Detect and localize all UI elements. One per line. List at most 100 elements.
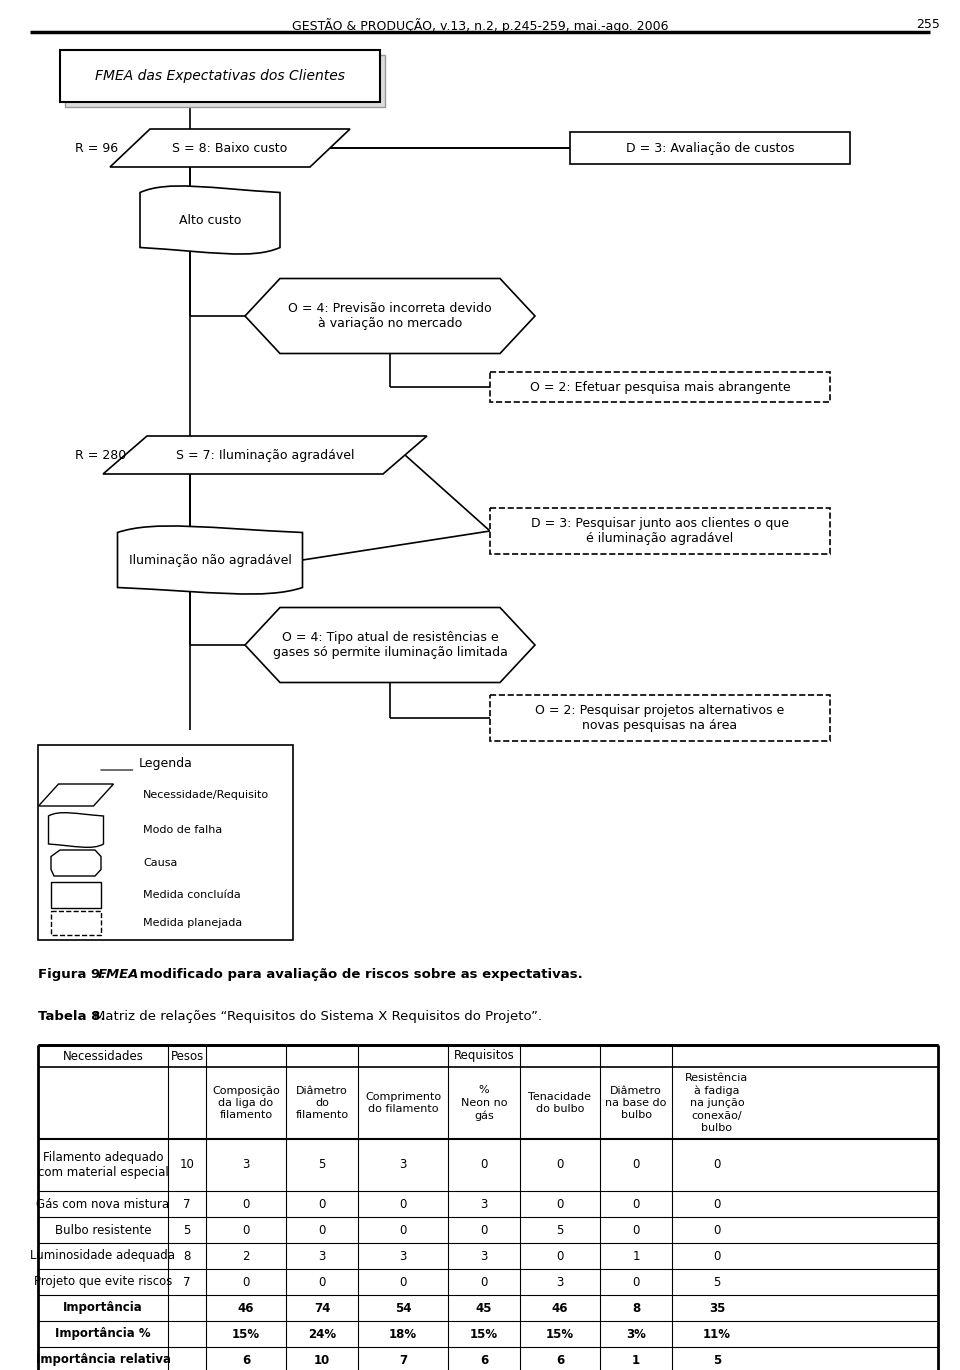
Text: 10: 10 xyxy=(180,1159,195,1171)
Text: 18%: 18% xyxy=(389,1328,417,1340)
Text: O = 4: Tipo atual de resistências e
gases só permite iluminação limitada: O = 4: Tipo atual de resistências e gase… xyxy=(273,632,508,659)
Text: 5: 5 xyxy=(319,1159,325,1171)
FancyBboxPatch shape xyxy=(490,373,830,401)
Text: 0: 0 xyxy=(713,1159,721,1171)
Text: Composição
da liga do
filamento: Composição da liga do filamento xyxy=(212,1085,280,1121)
Text: 35: 35 xyxy=(708,1302,725,1314)
Text: 3: 3 xyxy=(319,1249,325,1263)
Text: GESTÃO & PRODUÇÃO, v.13, n.2, p.245-259, mai.-ago. 2006: GESTÃO & PRODUÇÃO, v.13, n.2, p.245-259,… xyxy=(292,18,668,33)
Polygon shape xyxy=(38,784,113,806)
Text: Bulbo resistente: Bulbo resistente xyxy=(55,1223,152,1237)
Text: R = 96: R = 96 xyxy=(75,141,118,155)
Text: 0: 0 xyxy=(319,1223,325,1237)
Text: Luminosidade adequada: Luminosidade adequada xyxy=(31,1249,176,1263)
Text: Figura 9.: Figura 9. xyxy=(38,969,109,981)
Text: 15%: 15% xyxy=(232,1328,260,1340)
Polygon shape xyxy=(110,129,350,167)
Text: 6: 6 xyxy=(556,1354,564,1366)
Text: 0: 0 xyxy=(556,1249,564,1263)
Text: Alto custo: Alto custo xyxy=(179,214,241,226)
Polygon shape xyxy=(245,607,535,682)
Text: Diâmetro
na base do
bulbo: Diâmetro na base do bulbo xyxy=(606,1085,666,1121)
Text: Tenacidade
do bulbo: Tenacidade do bulbo xyxy=(529,1092,591,1114)
Text: 5: 5 xyxy=(183,1223,191,1237)
Text: Diâmetro
do
filamento: Diâmetro do filamento xyxy=(296,1085,348,1121)
Text: 0: 0 xyxy=(713,1197,721,1211)
Text: 0: 0 xyxy=(399,1223,407,1237)
Text: Modo de falha: Modo de falha xyxy=(143,825,223,834)
Text: 45: 45 xyxy=(476,1302,492,1314)
Text: Pesos: Pesos xyxy=(170,1049,204,1063)
Text: 0: 0 xyxy=(480,1223,488,1237)
Text: Medida planejada: Medida planejada xyxy=(143,918,242,927)
PathPatch shape xyxy=(117,526,302,595)
Text: 10: 10 xyxy=(314,1354,330,1366)
Text: 8: 8 xyxy=(632,1302,640,1314)
Text: S = 7: Iluminação agradável: S = 7: Iluminação agradável xyxy=(176,448,354,462)
Text: 46: 46 xyxy=(552,1302,568,1314)
Text: Causa: Causa xyxy=(143,858,178,869)
Text: D = 3: Avaliação de custos: D = 3: Avaliação de custos xyxy=(626,141,794,155)
Text: 1: 1 xyxy=(632,1354,640,1366)
Text: 15%: 15% xyxy=(546,1328,574,1340)
Text: FMEA: FMEA xyxy=(98,969,139,981)
Text: 5: 5 xyxy=(556,1223,564,1237)
Text: Matriz de relações “Requisitos do Sistema X Requisitos do Projeto”.: Matriz de relações “Requisitos do Sistem… xyxy=(94,1010,542,1023)
PathPatch shape xyxy=(49,812,104,847)
Text: 0: 0 xyxy=(319,1275,325,1289)
Text: O = 2: Efetuar pesquisa mais abrangente: O = 2: Efetuar pesquisa mais abrangente xyxy=(530,381,790,393)
Text: 0: 0 xyxy=(556,1159,564,1171)
Text: 0: 0 xyxy=(713,1223,721,1237)
Text: 3: 3 xyxy=(242,1159,250,1171)
Text: Necessidades: Necessidades xyxy=(62,1049,143,1063)
Text: Requisitos: Requisitos xyxy=(454,1049,515,1063)
Text: 5: 5 xyxy=(713,1275,721,1289)
FancyBboxPatch shape xyxy=(490,695,830,741)
Text: 3: 3 xyxy=(480,1197,488,1211)
FancyBboxPatch shape xyxy=(38,745,293,940)
Text: 0: 0 xyxy=(556,1197,564,1211)
Text: Medida concluída: Medida concluída xyxy=(143,890,241,900)
Text: 8: 8 xyxy=(183,1249,191,1263)
Text: 0: 0 xyxy=(399,1275,407,1289)
FancyBboxPatch shape xyxy=(51,911,101,934)
Text: 3: 3 xyxy=(399,1159,407,1171)
Text: O = 4: Previsão incorreta devido
à variação no mercado: O = 4: Previsão incorreta devido à varia… xyxy=(288,301,492,330)
Text: 2: 2 xyxy=(242,1249,250,1263)
Text: Tabela 8.: Tabela 8. xyxy=(38,1010,110,1023)
Text: 0: 0 xyxy=(713,1249,721,1263)
FancyBboxPatch shape xyxy=(570,132,850,164)
Text: Importância %: Importância % xyxy=(55,1328,151,1340)
Text: 0: 0 xyxy=(633,1197,639,1211)
Text: 1: 1 xyxy=(633,1249,639,1263)
Text: S = 8: Baixo custo: S = 8: Baixo custo xyxy=(173,141,288,155)
Text: 0: 0 xyxy=(633,1275,639,1289)
Text: 6: 6 xyxy=(480,1354,488,1366)
Text: 3: 3 xyxy=(556,1275,564,1289)
Text: 0: 0 xyxy=(242,1275,250,1289)
Text: O = 2: Pesquisar projetos alternativos e
novas pesquisas na área: O = 2: Pesquisar projetos alternativos e… xyxy=(536,704,784,732)
Text: Resistência
à fadiga
na junção
conexão/
bulbo: Resistência à fadiga na junção conexão/ … xyxy=(685,1073,749,1133)
Text: 54: 54 xyxy=(395,1302,411,1314)
Text: 0: 0 xyxy=(480,1275,488,1289)
Text: Projeto que evite riscos: Projeto que evite riscos xyxy=(34,1275,172,1289)
Text: 7: 7 xyxy=(183,1275,191,1289)
Text: 0: 0 xyxy=(242,1197,250,1211)
Polygon shape xyxy=(103,436,427,474)
FancyBboxPatch shape xyxy=(65,55,385,107)
Text: Importância relativa: Importância relativa xyxy=(36,1354,171,1366)
Text: Necessidade/Requisito: Necessidade/Requisito xyxy=(143,790,269,800)
Text: modificado para avaliação de riscos sobre as expectativas.: modificado para avaliação de riscos sobr… xyxy=(135,969,583,981)
Text: 0: 0 xyxy=(242,1223,250,1237)
Text: Gás com nova mistura: Gás com nova mistura xyxy=(36,1197,170,1211)
Text: 7: 7 xyxy=(183,1197,191,1211)
Polygon shape xyxy=(245,278,535,353)
Text: FMEA das Expectativas dos Clientes: FMEA das Expectativas dos Clientes xyxy=(95,68,345,84)
Text: 74: 74 xyxy=(314,1302,330,1314)
Text: 3: 3 xyxy=(399,1249,407,1263)
Text: Filamento adequado
com material especial: Filamento adequado com material especial xyxy=(37,1151,168,1180)
Text: 15%: 15% xyxy=(470,1328,498,1340)
Text: 3%: 3% xyxy=(626,1328,646,1340)
PathPatch shape xyxy=(140,186,280,253)
Polygon shape xyxy=(51,849,101,875)
